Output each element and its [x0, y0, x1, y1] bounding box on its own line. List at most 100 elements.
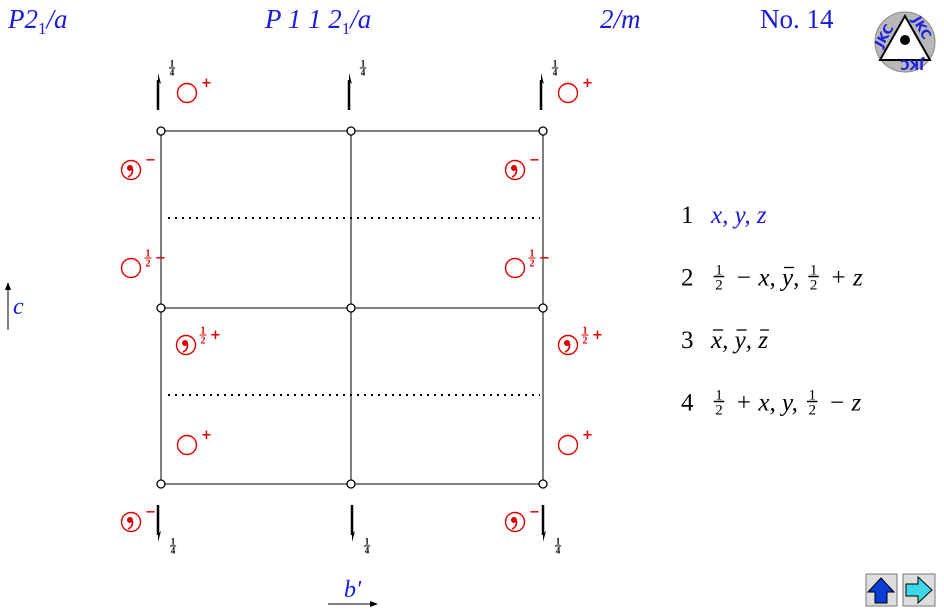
fraction-denominator: 2 — [810, 277, 818, 293]
position-index: 4 — [681, 390, 694, 417]
fraction: 12 — [713, 262, 725, 293]
coordinate-text: x, y, z — [710, 202, 767, 229]
fraction-denominator: 4 — [365, 546, 370, 556]
fraction-denominator: 4 — [171, 546, 176, 556]
screw-arrowhead — [543, 531, 546, 542]
position-circle — [175, 334, 197, 356]
fraction-denominator: 2 — [201, 336, 206, 347]
fraction-denominator: 4 — [170, 68, 175, 78]
position-symbol: − — [120, 153, 156, 181]
up-arrow[interactable] — [866, 577, 896, 604]
lattice-point — [538, 126, 548, 136]
position-sign: − — [145, 153, 156, 168]
comma-tail — [511, 168, 518, 178]
symbol-part: P2 — [7, 4, 38, 34]
position-sign: − — [539, 251, 550, 266]
coordinate-text: − x, — [729, 265, 782, 292]
fraction: 12 — [808, 262, 819, 293]
axis-label: b′ — [344, 577, 362, 603]
position-sign: − — [529, 505, 540, 520]
right-arrow[interactable] — [905, 575, 933, 605]
coordinate-bar: y — [732, 327, 747, 354]
up-button[interactable] — [865, 573, 898, 607]
comma-tail — [127, 520, 134, 530]
coordinate-text: − z — [822, 390, 861, 417]
comma-dot — [564, 340, 570, 346]
position-sign: + — [582, 76, 593, 91]
position-circle — [176, 434, 198, 456]
position-sign: + — [592, 328, 603, 343]
position-symbol: 12 + — [175, 326, 221, 356]
position-sign: + — [582, 428, 593, 443]
position-sign: − — [529, 153, 540, 168]
fraction-numerator: 1 — [201, 326, 206, 337]
coordinate-text: + x, y, — [729, 390, 804, 417]
symbol-part: P 1 1 2 — [264, 4, 342, 34]
fraction-numerator: 1 — [553, 59, 558, 69]
fraction-numerator: 1 — [530, 249, 535, 260]
fraction-numerator: 1 — [171, 537, 176, 547]
fraction: 12 — [199, 326, 207, 347]
position-symbol: − — [504, 505, 540, 533]
fraction: 14 — [359, 59, 367, 78]
fraction-numerator: 1 — [810, 262, 818, 278]
position-symbol: − — [504, 153, 540, 181]
position-index: 1 — [681, 202, 694, 229]
position-sign: − — [155, 251, 166, 266]
position-circle — [176, 82, 198, 104]
lattice-point — [346, 479, 356, 489]
position-symbol: + — [557, 428, 593, 456]
position-circle — [120, 159, 142, 181]
comma-tail — [182, 343, 189, 353]
axis-arrowhead — [370, 601, 378, 607]
fraction-numerator: 1 — [365, 537, 370, 547]
screw-arrowhead — [158, 531, 161, 542]
point-group: 2/m — [600, 4, 641, 34]
position-circle — [120, 257, 142, 279]
comma-dot — [511, 165, 517, 171]
coordinate-bar: z — [757, 327, 768, 354]
coordinate-text: , — [746, 327, 759, 354]
position-sign: + — [201, 76, 212, 91]
position-circle — [120, 511, 142, 533]
fraction: 12 — [581, 326, 589, 347]
comma-tail — [511, 520, 518, 530]
screw-arrowhead — [349, 73, 352, 84]
fraction-numerator: 1 — [361, 59, 366, 69]
glide-planes — [168, 217, 540, 396]
lattice-point — [538, 303, 548, 313]
coordinate-text: , — [793, 265, 806, 292]
screw-arrowhead — [352, 531, 355, 542]
fraction-denominator: 2 — [583, 336, 588, 347]
fraction-denominator: 4 — [361, 68, 366, 78]
axis-arrowhead — [5, 282, 11, 290]
coordinate-bar: y — [779, 265, 794, 292]
position-sign: + — [201, 428, 212, 443]
position-symbol: 12− — [504, 249, 550, 279]
lattice-point — [346, 303, 356, 313]
position-symbol: 12− — [120, 249, 166, 279]
lattice-point — [156, 126, 166, 136]
comma-dot — [511, 517, 517, 523]
position-symbol: 12 + — [557, 326, 603, 356]
fraction-numerator: 1 — [715, 387, 723, 403]
space-group-symbol: P21/a — [7, 4, 68, 38]
position-circle — [504, 257, 526, 279]
fraction-denominator: 2 — [715, 402, 723, 418]
fraction-denominator: 2 — [530, 259, 535, 270]
fraction: 14 — [168, 59, 176, 78]
symbol-part: /a — [45, 4, 68, 34]
comma-dot — [127, 165, 133, 171]
logo-comma — [900, 35, 910, 45]
coordinate-bar: x — [710, 327, 722, 354]
fraction: 14 — [363, 537, 371, 556]
axis-label: c — [13, 294, 24, 320]
fraction-numerator: 1 — [146, 249, 151, 260]
position-sign: + — [210, 328, 221, 343]
position-index: 3 — [681, 327, 694, 354]
next-button[interactable] — [902, 573, 936, 607]
lattice-point — [538, 479, 548, 489]
symbol-part: /a — [348, 4, 371, 34]
fraction-numerator: 1 — [170, 59, 175, 69]
